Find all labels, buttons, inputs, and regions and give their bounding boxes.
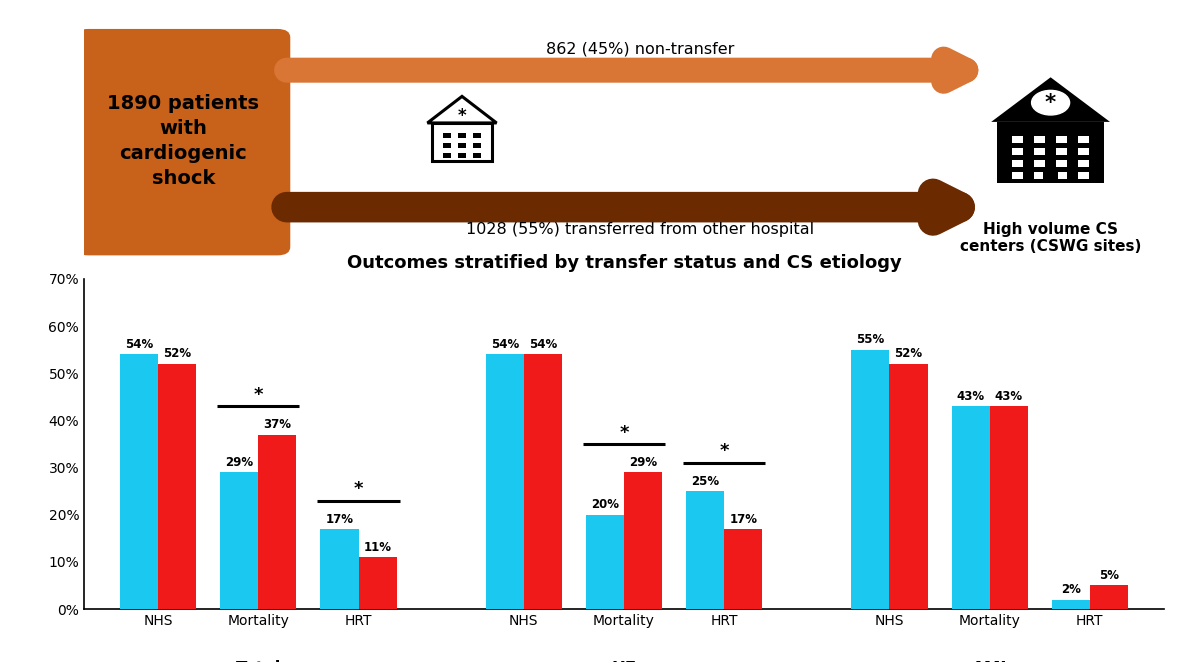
Bar: [586, 514, 624, 609]
Bar: [1013, 148, 1022, 156]
Bar: [221, 472, 258, 609]
Text: 29%: 29%: [629, 456, 658, 469]
Bar: [1079, 148, 1088, 156]
Text: *: *: [619, 424, 629, 442]
Bar: [990, 406, 1027, 609]
Bar: [258, 434, 296, 609]
Bar: [1079, 160, 1088, 167]
Bar: [1034, 148, 1045, 156]
Text: 52%: 52%: [894, 348, 923, 360]
Bar: [486, 354, 524, 609]
Text: 29%: 29%: [226, 456, 253, 469]
Bar: [443, 153, 451, 158]
Bar: [889, 363, 928, 609]
Text: 43%: 43%: [995, 390, 1022, 403]
Text: 11%: 11%: [364, 541, 391, 554]
Bar: [473, 153, 481, 158]
Bar: [432, 123, 492, 162]
Bar: [1056, 172, 1067, 179]
Text: 25%: 25%: [691, 475, 719, 488]
Bar: [1044, 169, 1057, 183]
Bar: [952, 406, 990, 609]
Bar: [1056, 148, 1067, 156]
FancyBboxPatch shape: [76, 29, 290, 256]
Bar: [852, 350, 889, 609]
Bar: [458, 153, 466, 158]
Text: 43%: 43%: [956, 390, 985, 403]
Text: Total: Total: [235, 660, 281, 662]
Polygon shape: [427, 97, 497, 123]
Bar: [1056, 160, 1067, 167]
Text: 1028 (55%) transferred from other hospital: 1028 (55%) transferred from other hospit…: [466, 222, 815, 237]
Bar: [1051, 600, 1090, 609]
Bar: [359, 557, 396, 609]
Bar: [458, 143, 466, 148]
Text: 20%: 20%: [590, 498, 619, 511]
Text: *: *: [720, 442, 728, 461]
Circle shape: [1032, 91, 1069, 115]
Text: AMI: AMI: [972, 660, 1008, 662]
Bar: [1090, 585, 1128, 609]
Bar: [443, 134, 451, 138]
Text: 17%: 17%: [325, 512, 354, 526]
Text: High volume CS
centers (CSWG sites): High volume CS centers (CSWG sites): [960, 222, 1141, 254]
Bar: [473, 143, 481, 148]
Bar: [320, 529, 359, 609]
Bar: [1034, 172, 1045, 179]
Text: 862 (45%) non-transfer: 862 (45%) non-transfer: [546, 42, 734, 57]
Bar: [1034, 160, 1045, 167]
Bar: [1013, 136, 1022, 144]
Bar: [1079, 136, 1088, 144]
Bar: [1079, 172, 1088, 179]
Text: 54%: 54%: [491, 338, 518, 351]
Text: *: *: [1045, 93, 1056, 113]
Text: 37%: 37%: [263, 418, 292, 431]
Text: 17%: 17%: [730, 512, 757, 526]
Bar: [624, 472, 662, 609]
Bar: [443, 143, 451, 148]
Bar: [473, 134, 481, 138]
Bar: [158, 363, 197, 609]
Text: HF: HF: [611, 660, 637, 662]
Bar: [1056, 136, 1067, 144]
Text: 54%: 54%: [529, 338, 557, 351]
Title: Outcomes stratified by transfer status and CS etiology: Outcomes stratified by transfer status a…: [347, 254, 901, 271]
Text: *: *: [354, 480, 364, 498]
Text: *: *: [253, 386, 263, 404]
Bar: [686, 491, 724, 609]
Text: 52%: 52%: [163, 348, 191, 360]
Text: 1890 patients
with
cardiogenic
shock: 1890 patients with cardiogenic shock: [107, 94, 259, 188]
Bar: [524, 354, 562, 609]
Text: *: *: [457, 107, 467, 125]
Text: 2%: 2%: [1061, 583, 1081, 596]
Bar: [1034, 136, 1045, 144]
Bar: [724, 529, 762, 609]
Bar: [120, 354, 158, 609]
Polygon shape: [991, 77, 1110, 122]
Bar: [1013, 172, 1022, 179]
Bar: [458, 134, 466, 138]
Text: 5%: 5%: [1099, 569, 1118, 582]
Bar: [997, 122, 1104, 183]
Bar: [1013, 160, 1022, 167]
Text: 54%: 54%: [125, 338, 154, 351]
Text: 55%: 55%: [857, 333, 884, 346]
